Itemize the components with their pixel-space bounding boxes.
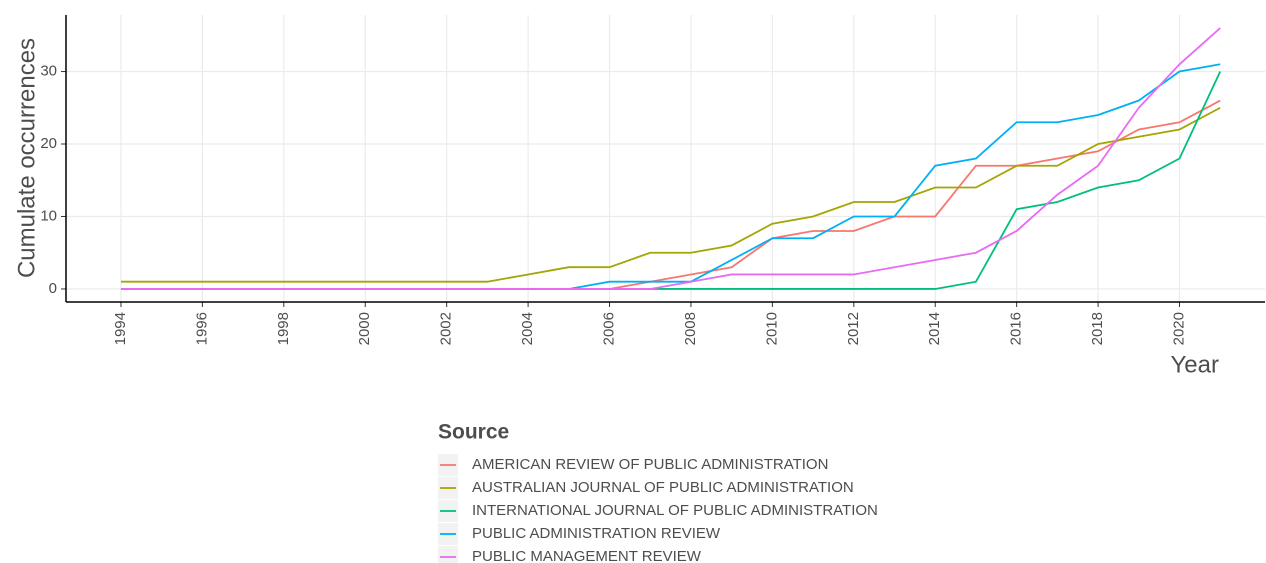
series-line: [120, 71, 1222, 290]
series-line: [120, 63, 1221, 290]
x-tick-label: 2000: [356, 312, 373, 345]
x-tick-label: 2016: [1008, 312, 1025, 345]
legend-label: PUBLIC ADMINISTRATION REVIEW: [472, 525, 721, 542]
x-tick-label: 2020: [1170, 312, 1187, 345]
x-tick-label: 2010: [763, 312, 780, 345]
legend-key: [438, 546, 458, 563]
legend-title: Source: [438, 421, 509, 444]
x-axis-title: Year: [1171, 351, 1220, 378]
series-line: [120, 27, 1221, 290]
x-tick-label: 2002: [438, 312, 455, 345]
x-tick-label: 1994: [112, 312, 129, 345]
y-tick-label: 10: [40, 207, 57, 224]
series-line: [120, 99, 1221, 290]
x-tick-label: 2014: [926, 312, 943, 345]
series-line: [120, 106, 1221, 283]
x-tick-label: 2018: [1089, 312, 1106, 345]
x-tick-label: 1996: [193, 312, 210, 345]
y-tick-label: 20: [40, 135, 57, 152]
legend-label: AUSTRALIAN JOURNAL OF PUBLIC ADMINISTRAT…: [472, 479, 854, 496]
y-tick-label: 0: [49, 280, 57, 297]
y-tick-label: 30: [40, 62, 57, 79]
legend-label: AMERICAN REVIEW OF PUBLIC ADMINISTRATION: [472, 456, 828, 473]
legend-label: INTERNATIONAL JOURNAL OF PUBLIC ADMINIST…: [472, 502, 878, 519]
x-tick-label: 2004: [519, 312, 536, 345]
legend-label: PUBLIC MANAGEMENT REVIEW: [472, 548, 702, 563]
y-axis-title: Cumulate occurrences: [13, 38, 40, 278]
x-tick-label: 2012: [845, 312, 862, 345]
x-tick-label: 1998: [275, 312, 292, 345]
x-tick-label: 2006: [600, 312, 617, 345]
x-tick-label: 2008: [682, 312, 699, 345]
